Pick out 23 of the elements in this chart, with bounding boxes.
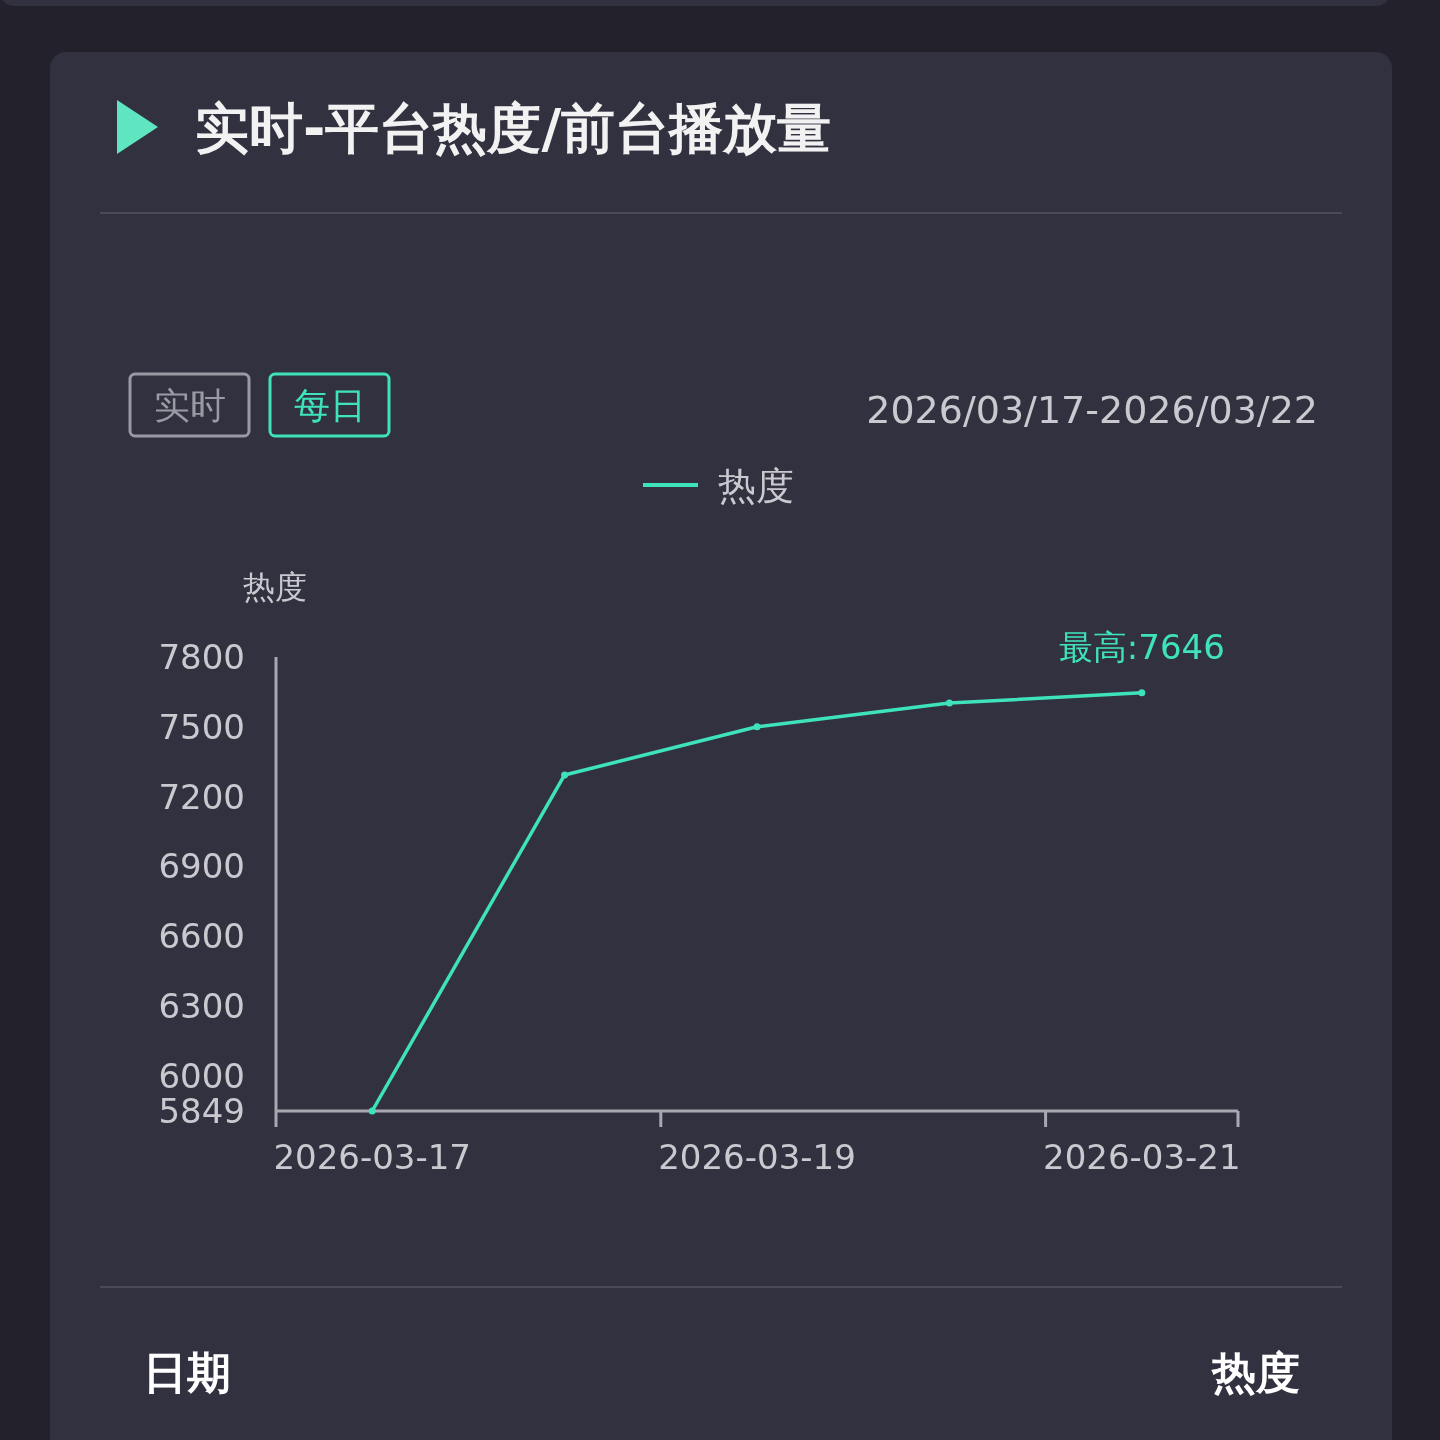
chart-title: 实时-平台热度/前台播放量 [195,97,832,160]
annotation: 最高:7646 [1058,626,1225,667]
x-tick-label: 2026-03-19 [658,1137,856,1177]
y-tick-label: 7500 [158,706,245,747]
y-tick-label: 6600 [158,916,245,957]
y-tick-label: 7200 [158,776,245,817]
text: 日期 [143,1347,231,1398]
x-tick-label: 2026-03-21 [1043,1137,1241,1177]
point [1138,689,1146,697]
point [368,1107,376,1115]
point [945,699,953,707]
text: 2026/03/17-2026/03/22 [866,388,1318,432]
text: 每日 [293,385,366,426]
y-tick-label: 7800 [158,637,245,677]
text: 热度 [1211,1347,1300,1398]
y-tick-label: 6900 [158,846,245,887]
y-tick-label: 6300 [158,986,245,1027]
text: 实时 [153,385,226,426]
y-axis-title: 热度 [243,568,307,606]
point [561,771,569,779]
point [753,723,761,731]
legend-label: 热度 [718,464,794,508]
x-tick-label: 2026-03-17 [273,1137,471,1177]
